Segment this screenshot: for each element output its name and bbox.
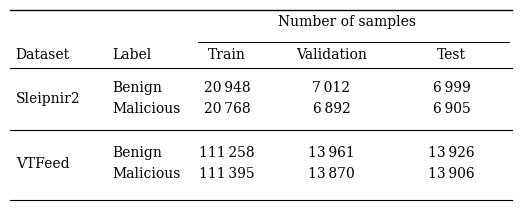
Text: Number of samples: Number of samples bbox=[278, 15, 416, 29]
Text: Train: Train bbox=[208, 48, 246, 62]
Text: 20 948: 20 948 bbox=[204, 81, 251, 95]
Text: Benign: Benign bbox=[112, 81, 162, 95]
Text: Dataset: Dataset bbox=[16, 48, 70, 62]
Text: Malicious: Malicious bbox=[112, 102, 181, 116]
Text: 13 870: 13 870 bbox=[308, 167, 355, 181]
Text: 6 999: 6 999 bbox=[433, 81, 470, 95]
Text: VTFeed: VTFeed bbox=[16, 156, 69, 170]
Text: Label: Label bbox=[112, 48, 151, 62]
Text: 6 905: 6 905 bbox=[433, 102, 470, 116]
Text: 111 258: 111 258 bbox=[199, 146, 255, 160]
Text: Malicious: Malicious bbox=[112, 167, 181, 181]
Text: Sleipnir2: Sleipnir2 bbox=[16, 92, 80, 106]
Text: 13 961: 13 961 bbox=[308, 146, 355, 160]
Text: Test: Test bbox=[437, 48, 466, 62]
Text: Benign: Benign bbox=[112, 146, 162, 160]
Text: 20 768: 20 768 bbox=[204, 102, 251, 116]
Text: 6 892: 6 892 bbox=[313, 102, 350, 116]
Text: 7 012: 7 012 bbox=[313, 81, 350, 95]
Text: 111 395: 111 395 bbox=[199, 167, 255, 181]
Text: 13 906: 13 906 bbox=[428, 167, 475, 181]
Text: 13 926: 13 926 bbox=[428, 146, 475, 160]
Text: Validation: Validation bbox=[296, 48, 367, 62]
